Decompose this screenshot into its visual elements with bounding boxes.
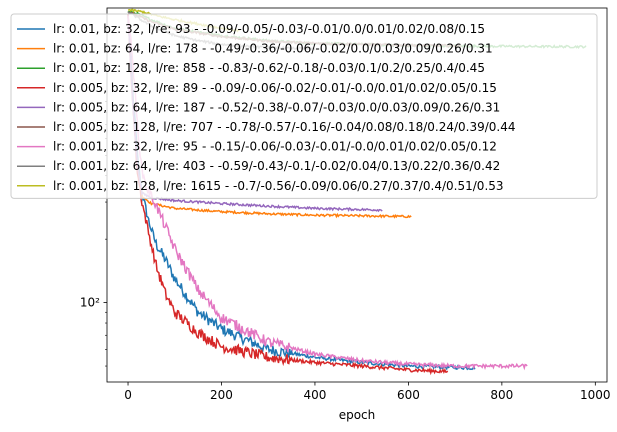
- legend-box: [10, 13, 598, 199]
- legend-entry: lr: 0.005, bz: 64, l/re: 187 - -0.52/-0.…: [53, 100, 500, 114]
- legend-entry: lr: 0.001, bz: 128, l/re: 1615 - -0.7/-0…: [53, 179, 504, 193]
- series-line-7: [127, 15, 528, 371]
- x-tick-label: 1000: [580, 388, 611, 402]
- legend-entry: lr: 0.001, bz: 64, l/re: 403 - -0.59/-0.…: [53, 159, 500, 173]
- x-tick-label: 400: [303, 388, 326, 402]
- x-tick-label: 600: [397, 388, 420, 402]
- legend-entry: lr: 0.01, bz: 32, l/re: 93 - -0.09/-0.05…: [53, 22, 485, 36]
- legend-entry: lr: 0.005, bz: 32, l/re: 89 - -0.09/-0.0…: [53, 81, 497, 95]
- legend-entry: lr: 0.01, bz: 64, l/re: 178 - -0.49/-0.3…: [53, 42, 493, 56]
- series-line-5: [127, 16, 383, 213]
- legend-entry: lr: 0.01, bz: 128, l/re: 858 - -0.83/-0.…: [53, 61, 485, 75]
- axes-layer: 0 200 400 600 800 1000 10² epoch: [80, 7, 611, 422]
- legend-entry: lr: 0.001, bz: 32, l/re: 95 - -0.15/-0.0…: [53, 140, 497, 154]
- x-tick-label: 800: [490, 388, 513, 402]
- x-tick-label: 0: [124, 388, 132, 402]
- x-axis-label: epoch: [339, 408, 376, 422]
- series-line-2: [127, 15, 412, 219]
- series-line-1: [127, 14, 476, 371]
- x-tick-label: 200: [210, 388, 233, 402]
- legend: lr: 0.01, bz: 32, l/re: 93 - -0.09/-0.05…: [10, 13, 598, 199]
- legend-entry: lr: 0.005, bz: 128, l/re: 707 - -0.78/-0…: [53, 120, 516, 134]
- series-line-4: [127, 13, 449, 376]
- y-tick-label: 10²: [80, 296, 100, 310]
